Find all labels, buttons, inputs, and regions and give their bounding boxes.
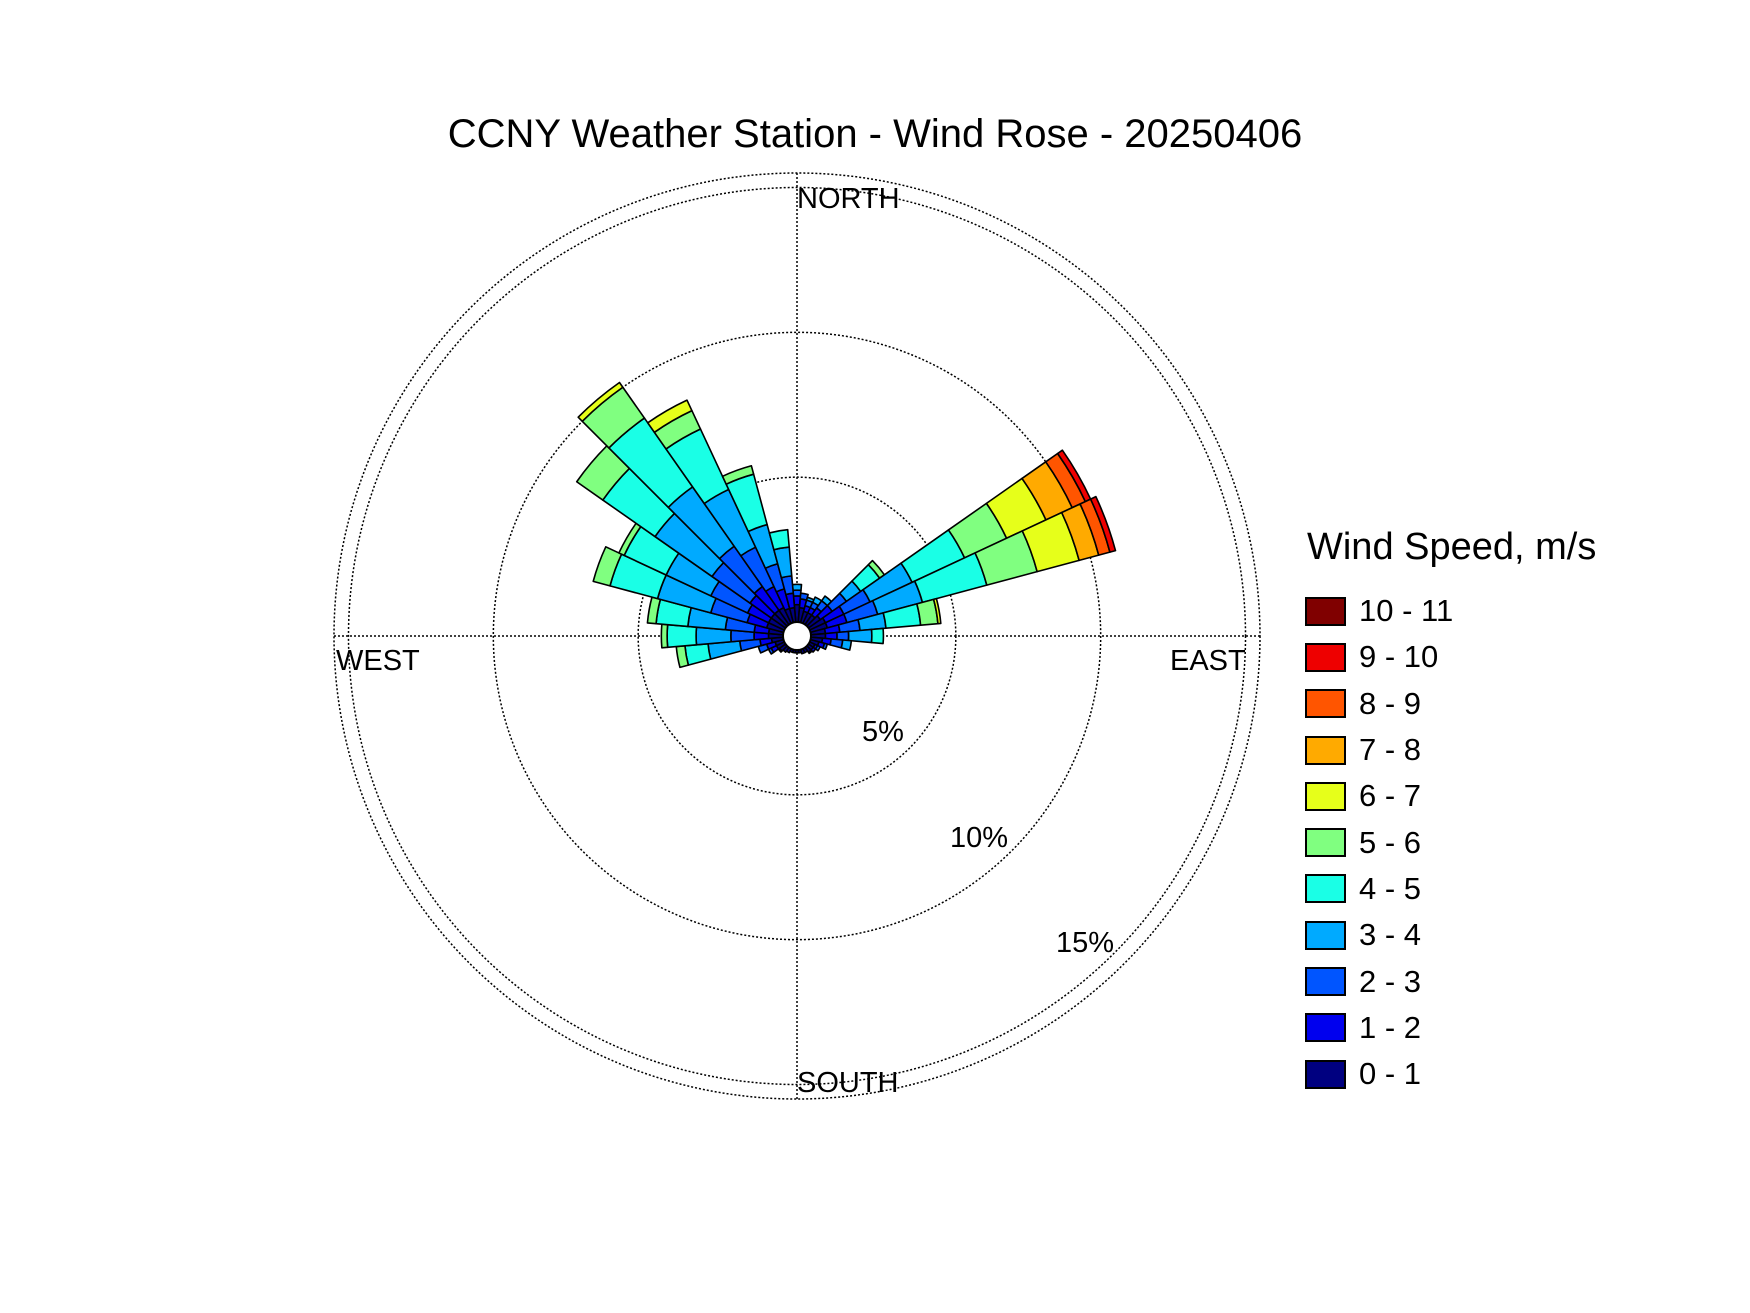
legend-label: 6 - 7 xyxy=(1359,778,1422,814)
rose-bar-100-bin-2 xyxy=(829,638,844,649)
legend-entry: 1 - 2 xyxy=(1305,1005,1453,1051)
polar-grid xyxy=(333,172,1261,1100)
wind-rose-bars xyxy=(575,381,1117,669)
rose-bar-330-bin-6 xyxy=(646,399,693,434)
legend-entry: 4 - 5 xyxy=(1305,866,1453,912)
legend-swatch xyxy=(1305,967,1346,997)
legend-entry: 8 - 9 xyxy=(1305,681,1453,727)
radial-tick-label-15: 15% xyxy=(1056,927,1114,959)
rose-bar-110-bin-2 xyxy=(822,642,829,651)
legend-label: 1 - 2 xyxy=(1359,1009,1422,1045)
rose-bar-270-bin-5 xyxy=(660,623,669,649)
legend-label: 4 - 5 xyxy=(1359,870,1422,906)
legend-swatch xyxy=(1305,828,1346,858)
rose-center-hole xyxy=(782,621,812,651)
rose-bar-350-bin-4 xyxy=(768,528,791,551)
legend-swatch xyxy=(1305,874,1346,904)
grid-ring-outer xyxy=(333,172,1261,1100)
legend-entry: 10 - 11 xyxy=(1305,588,1453,634)
legend-label: 10 - 11 xyxy=(1359,593,1454,629)
rose-bar-70-bin-9 xyxy=(1089,495,1117,553)
legend-swatch xyxy=(1305,1013,1346,1043)
legend-entry: 0 - 1 xyxy=(1305,1051,1453,1097)
rose-bar-140-bin-1 xyxy=(807,649,813,655)
grid-ring-10 xyxy=(492,331,1102,941)
rose-bar-90-bin-4 xyxy=(870,627,885,645)
chart-title: CCNY Weather Station - Wind Rose - 20250… xyxy=(447,112,1303,156)
legend-swatch xyxy=(1305,596,1346,626)
radial-tick-label-10: 10% xyxy=(950,822,1008,854)
legend-label: 8 - 9 xyxy=(1359,685,1422,721)
legend-label: 0 - 1 xyxy=(1359,1056,1422,1092)
rose-bar-270-bin-4 xyxy=(666,623,698,649)
grid-ring-5 xyxy=(637,476,957,796)
direction-label-east: EAST xyxy=(1170,645,1246,677)
legend-swatch xyxy=(1305,1059,1346,1089)
polar-labels: NORTH EAST SOUTH WEST 5% 10% 15% xyxy=(336,183,1246,1099)
legend: 10 - 11 9 - 10 8 - 9 7 - 8 6 - 7 5 - 6 4… xyxy=(1305,588,1453,1097)
legend-entry: 3 - 4 xyxy=(1305,912,1453,958)
grid-ring-15 xyxy=(347,186,1247,1086)
rose-bar-120-bin-2 xyxy=(814,644,821,652)
legend-entry: 5 - 6 xyxy=(1305,819,1453,865)
direction-label-north: NORTH xyxy=(797,183,900,215)
legend-swatch xyxy=(1305,689,1346,719)
legend-entry: 9 - 10 xyxy=(1305,634,1453,680)
legend-swatch xyxy=(1305,920,1346,950)
legend-label: 2 - 3 xyxy=(1359,963,1422,999)
rose-bar-0-bin-3 xyxy=(791,583,803,592)
legend-title: Wind Speed, m/s xyxy=(1307,526,1597,568)
direction-label-west: WEST xyxy=(336,645,420,677)
rose-bar-290-bin-5 xyxy=(592,546,623,587)
legend-label: 7 - 8 xyxy=(1359,732,1422,768)
rose-bar-10-bin-2 xyxy=(799,592,809,601)
legend-label: 3 - 4 xyxy=(1359,917,1422,953)
rose-bar-80-bin-6 xyxy=(932,597,942,625)
rose-bar-320-bin-6 xyxy=(577,381,624,423)
legend-swatch xyxy=(1305,735,1346,765)
rose-bar-340-bin-5 xyxy=(721,464,755,485)
legend-swatch xyxy=(1305,642,1346,672)
legend-entry: 2 - 3 xyxy=(1305,958,1453,1004)
legend-entry: 7 - 8 xyxy=(1305,727,1453,773)
rose-bar-100-bin-3 xyxy=(840,639,853,651)
legend-label: 5 - 6 xyxy=(1359,824,1422,860)
legend-label: 9 - 10 xyxy=(1359,639,1439,675)
radial-tick-label-5: 5% xyxy=(862,716,904,748)
legend-swatch xyxy=(1305,781,1346,811)
direction-label-south: SOUTH xyxy=(797,1067,899,1099)
rose-bar-260-bin-4 xyxy=(684,642,712,666)
legend-entry: 6 - 7 xyxy=(1305,773,1453,819)
